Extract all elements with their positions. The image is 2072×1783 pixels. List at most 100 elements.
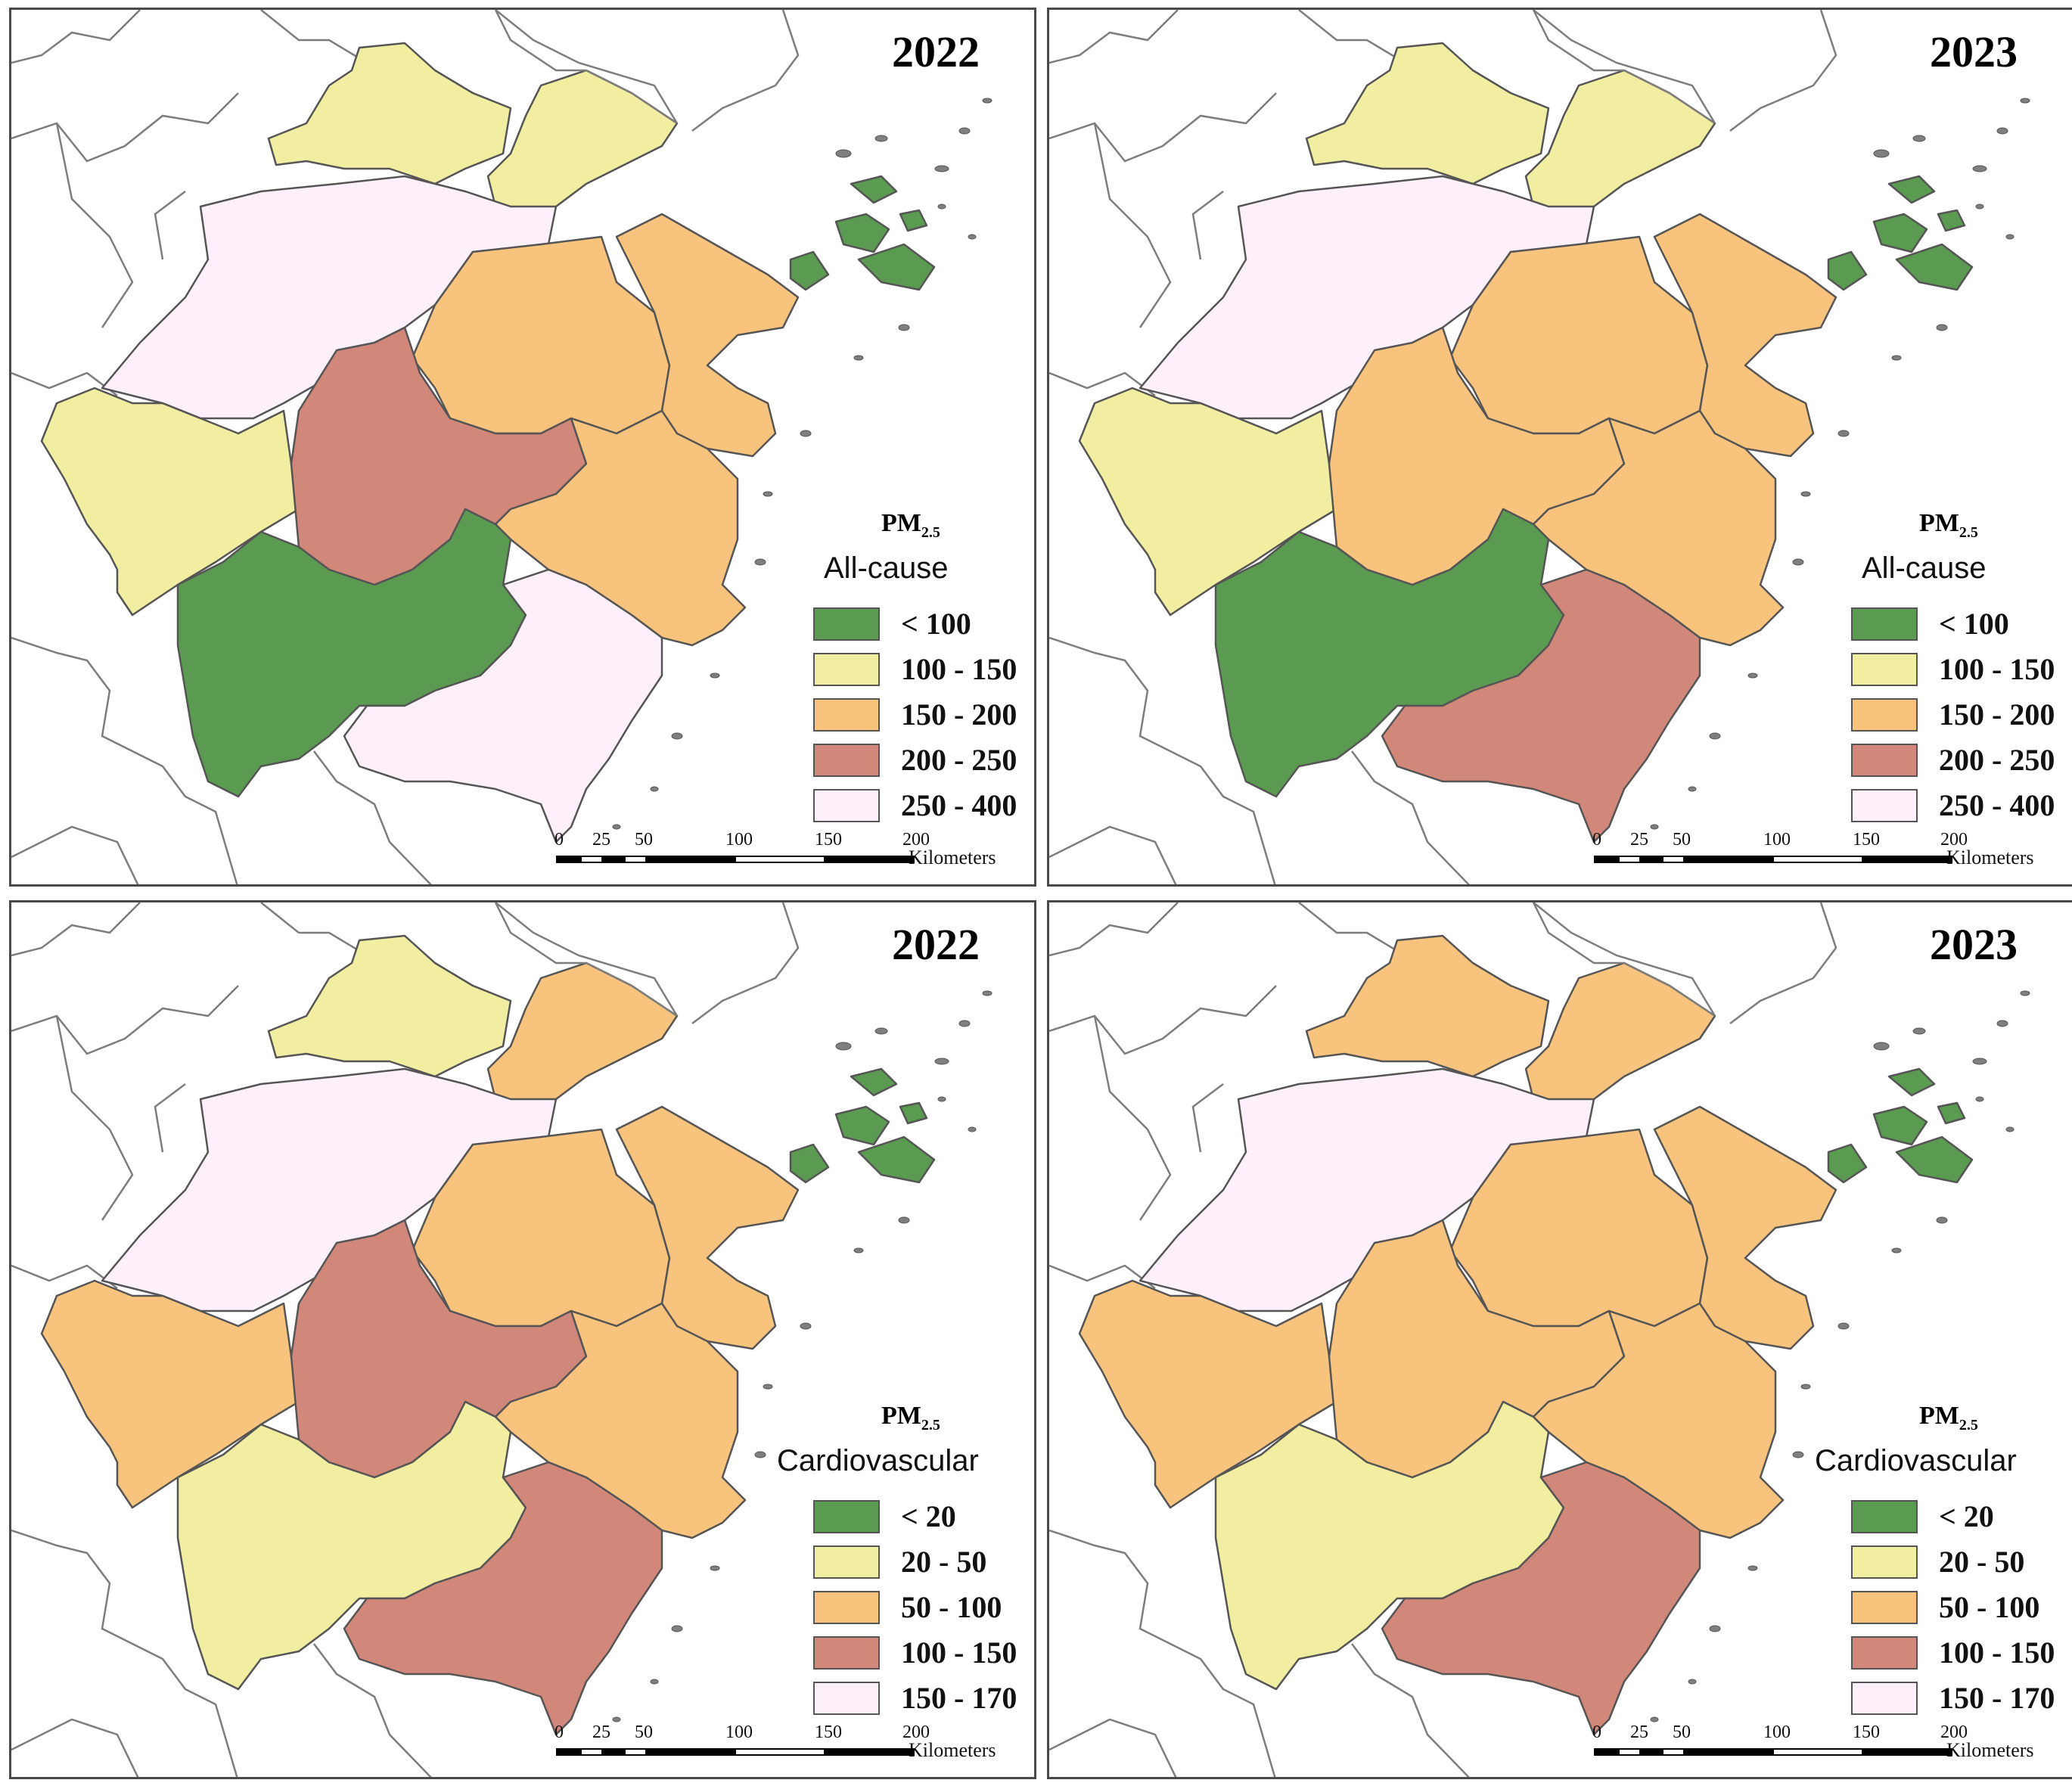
neighbor-boundary: [1049, 371, 1156, 396]
neighbor-boundary: [313, 1643, 432, 1777]
region-wenzhou: [1381, 568, 1701, 843]
scale-bar: 0 25 50 100 150 200 Kilometers: [555, 1722, 1034, 1777]
scale-tick-label: 100: [725, 830, 753, 850]
neighbor-boundary: [11, 902, 141, 957]
scale-tick-label: 50: [1673, 830, 1691, 850]
legend-item: 150 - 200: [813, 697, 1034, 733]
region-jiaxing: [486, 69, 679, 223]
neighbor-boundary: [11, 985, 239, 1055]
legend-item: < 20: [813, 1499, 1034, 1535]
scale-unit-label: Kilometers: [1946, 846, 2034, 868]
legend-item: 250 - 400: [813, 788, 1034, 824]
neighbor-boundary: [1191, 1083, 1224, 1153]
choropleth-map: [11, 10, 993, 884]
neighbor-boundary: [11, 92, 239, 163]
legend-swatch: [813, 789, 880, 822]
legend-label: 150 - 200: [901, 697, 1017, 732]
scale-segment: [824, 1748, 915, 1756]
legend-label: < 100: [901, 607, 971, 641]
scale-segment: [1639, 856, 1664, 863]
neighbor-boundary: [11, 1264, 118, 1289]
region-taizhou: [1532, 1302, 1785, 1539]
legend-label: 20 - 50: [901, 1545, 987, 1579]
legend-item: < 20: [1851, 1499, 2072, 1535]
neighbor-boundary: [1049, 92, 1277, 163]
scale-tick-label: 25: [1630, 1722, 1648, 1742]
legend-swatch: [813, 698, 880, 732]
legend-item: 50 - 100: [813, 1590, 1034, 1626]
neighbor-boundary: [154, 191, 186, 260]
legend-swatch: [813, 607, 880, 641]
scale-segment: [1618, 856, 1641, 863]
scale-tick-label: 200: [902, 830, 930, 850]
legend-swatch: [1851, 653, 1918, 686]
scale-bar: 0 25 50 100 150 200 Kilometers: [1592, 830, 2072, 884]
scale-segment: [1683, 1748, 1774, 1756]
neighbor-boundary: [495, 10, 679, 124]
legend-label: 100 - 150: [901, 652, 1017, 686]
legend-label: 250 - 400: [1939, 788, 2055, 822]
region-ningbo: [615, 1105, 800, 1350]
scale-bar: 0 25 50 100 150 200 Kilometers: [1592, 1722, 2072, 1777]
legend-item: 200 - 250: [813, 743, 1034, 778]
region-huzhou: [1305, 934, 1550, 1078]
legend-swatch: [813, 653, 880, 686]
scale-segment: [645, 1748, 736, 1756]
neighbor-boundary: [1533, 10, 1716, 124]
legend-label: 250 - 400: [901, 788, 1017, 822]
legend-swatch: [813, 1636, 880, 1670]
scale-segment: [1662, 856, 1685, 863]
legend-item: 150 - 200: [1851, 697, 2072, 733]
year-label: 2022: [892, 920, 980, 969]
legend-item: 20 - 50: [813, 1545, 1034, 1580]
neighbor-boundary: [11, 10, 141, 64]
neighbor-boundary: [1049, 985, 1277, 1055]
choropleth-map: [11, 902, 993, 1777]
legend-item: 100 - 150: [1851, 652, 2072, 688]
legend-cause-title: Cardiovascular: [777, 1444, 979, 1477]
scale-segment: [601, 856, 626, 863]
scale-tick-label: 100: [1763, 830, 1791, 850]
scale-segment: [1639, 1748, 1664, 1756]
scale-segment: [1618, 1748, 1641, 1756]
neighbor-boundary: [11, 825, 139, 884]
region-ningbo: [1653, 213, 1837, 458]
choropleth-map: [1049, 10, 2030, 884]
legend-swatch: [1851, 607, 1918, 641]
scale-tick-label: 0: [1592, 830, 1601, 850]
legend-label: 100 - 150: [1939, 652, 2055, 686]
neighbor-boundary: [1049, 902, 1179, 957]
region-wenzhou: [343, 1461, 663, 1736]
neighbor-boundary: [1049, 1529, 1276, 1777]
legend-label: 50 - 100: [901, 1590, 1002, 1624]
region-zhoushan: [1827, 175, 1974, 291]
neighbor-boundary: [1351, 750, 1470, 884]
legend-label: < 20: [901, 1499, 956, 1533]
legend-pm-title: PM2.5: [881, 509, 940, 541]
legend-cause-title: All-cause: [1862, 551, 1987, 585]
map-panel-1: 2022 PM2.5 All-cause < 100 100 - 150 150…: [9, 8, 1036, 887]
scale-tick-label: 50: [635, 1722, 653, 1742]
legend-label: < 100: [1939, 607, 2009, 641]
neighbor-boundary: [11, 636, 238, 884]
scale-bar: 0 25 50 100 150 200 Kilometers: [555, 830, 1034, 884]
legend-swatch: [813, 1545, 880, 1579]
scale-tick-label: 50: [635, 830, 653, 850]
neighbor-boundary: [1049, 825, 1177, 884]
scale-tick-label: 150: [1853, 1722, 1880, 1742]
region-wenzhou: [1381, 1461, 1701, 1736]
legend-swatch: [1851, 1591, 1918, 1624]
region-quzhou: [40, 1279, 300, 1509]
neighbor-boundary: [1093, 123, 1172, 328]
legend-label: 150 - 170: [901, 1681, 1017, 1715]
legend-item: < 100: [1851, 607, 2072, 642]
legend-item: 100 - 150: [813, 652, 1034, 688]
legend-item: 150 - 170: [813, 1681, 1034, 1716]
region-quzhou: [40, 387, 300, 617]
legend-swatch: [1851, 698, 1918, 732]
scale-tick-label: 200: [1940, 830, 1968, 850]
scale-segment: [645, 856, 736, 863]
legend-label: < 20: [1939, 1499, 1994, 1533]
legend-swatch: [1851, 1545, 1918, 1579]
scale-segment: [601, 1748, 626, 1756]
